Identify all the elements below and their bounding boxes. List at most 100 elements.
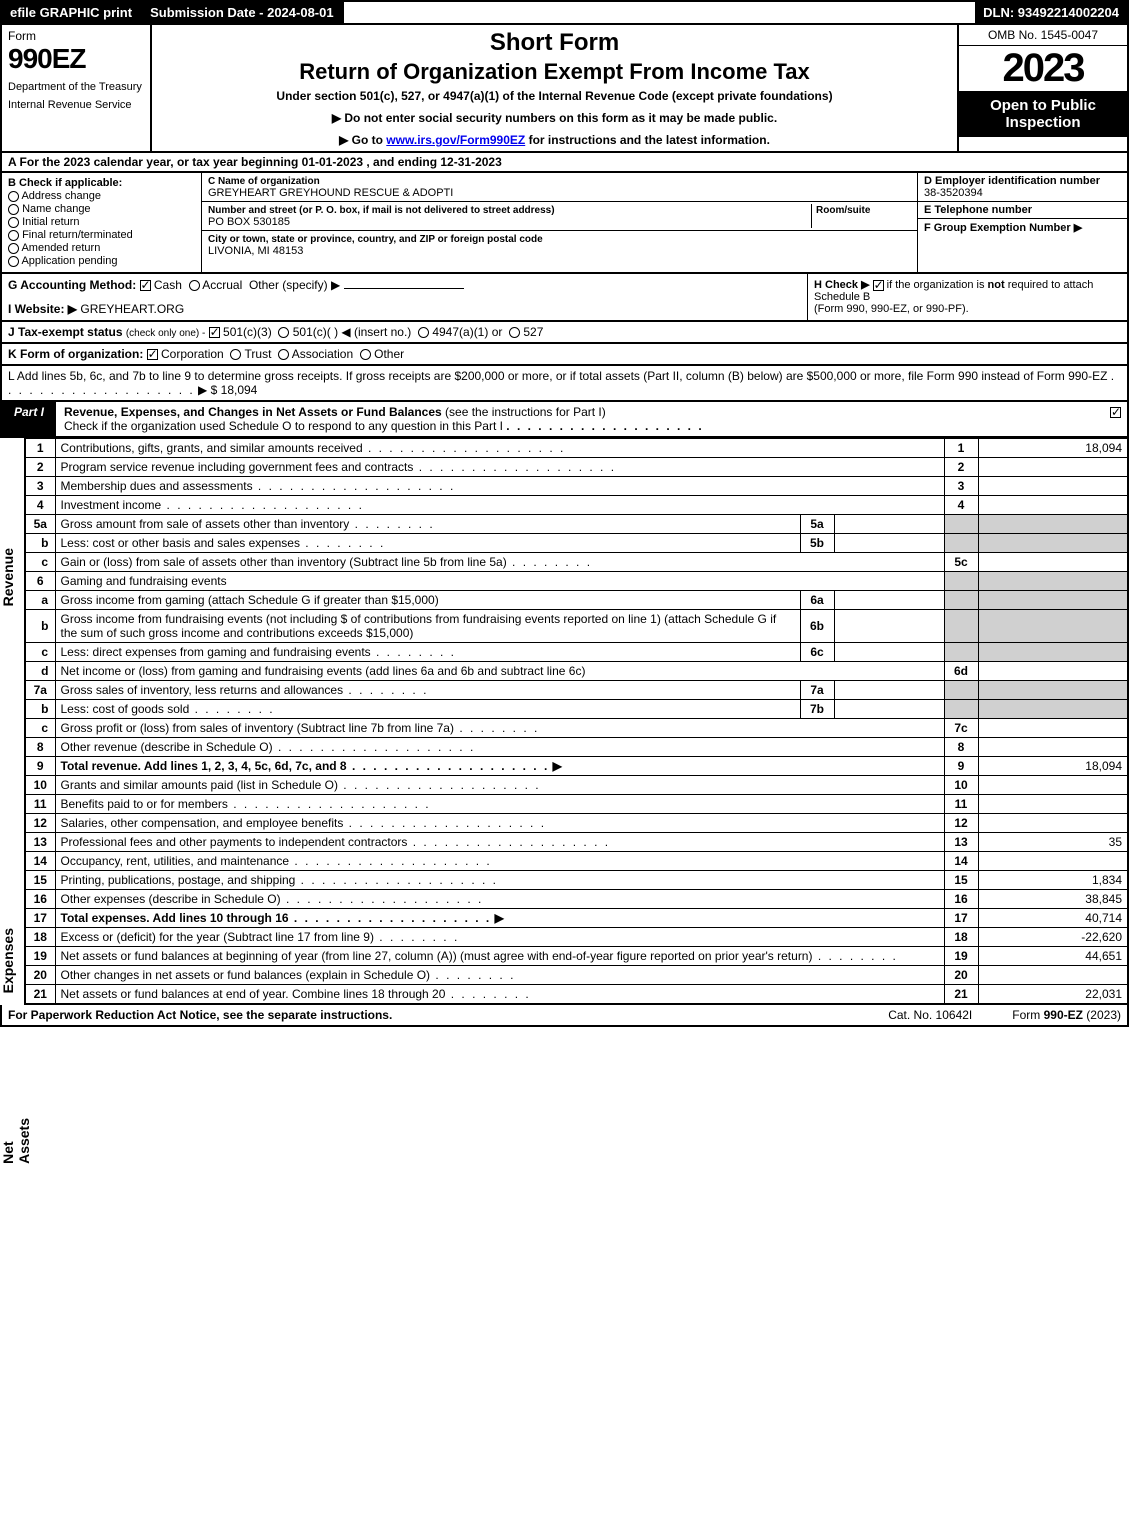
instruction-ssn: ▶ Do not enter social security numbers o… — [158, 111, 951, 125]
chk-527[interactable] — [509, 327, 520, 338]
chk-address-change[interactable]: Address change — [8, 190, 195, 202]
line-6a-mini-num: 6a — [800, 591, 834, 610]
line-20: 20Other changes in net assets or fund ba… — [25, 966, 1128, 985]
irs-link[interactable]: www.irs.gov/Form990EZ — [386, 133, 525, 147]
line-17: 17 Total expenses. Add lines 10 through 1… — [25, 909, 1128, 928]
line-6a-num: a — [25, 591, 55, 610]
line-7c: cGross profit or (loss) from sales of in… — [25, 719, 1128, 738]
line-7c-rval — [978, 719, 1128, 738]
line-6: 6Gaming and fundraising events — [25, 572, 1128, 591]
line-5c: cGain or (loss) from sale of assets othe… — [25, 553, 1128, 572]
k-label: K Form of organization: — [8, 347, 143, 361]
chk-accrual[interactable] — [189, 280, 200, 291]
line-2-rval — [978, 458, 1128, 477]
part1-dots — [506, 419, 703, 433]
line-4-desc: Investment income — [61, 498, 364, 512]
part1-schedule-o-check — [1104, 402, 1127, 436]
row-j: J Tax-exempt status (check only one) - 5… — [0, 322, 1129, 344]
side-labels: Revenue Expenses Net Assets — [0, 438, 24, 1005]
chk-association[interactable] — [278, 349, 289, 360]
chk-initial-return[interactable]: Initial return — [8, 216, 195, 228]
chk-amended-return-label: Amended return — [21, 242, 100, 254]
line-11: 11Benefits paid to or for members11 — [25, 795, 1128, 814]
chk-501c3[interactable] — [209, 327, 220, 338]
line-9-rval: 18,094 — [978, 757, 1128, 776]
city-row: City or town, state or province, country… — [202, 231, 917, 259]
chk-cash[interactable] — [140, 280, 151, 291]
line-13-rval: 35 — [978, 833, 1128, 852]
line-6b-shade2 — [978, 610, 1128, 643]
line-6d-desc: Net income or (loss) from gaming and fun… — [55, 662, 944, 681]
line-5b-mini-num: 5b — [800, 534, 834, 553]
line-13: 13Professional fees and other payments t… — [25, 833, 1128, 852]
chk-trust[interactable] — [230, 349, 241, 360]
chk-final-return[interactable]: Final return/terminated — [8, 229, 195, 241]
lines-table: 1Contributions, gifts, grants, and simil… — [24, 438, 1129, 1005]
line-6d: dNet income or (loss) from gaming and fu… — [25, 662, 1128, 681]
omb-number: OMB No. 1545-0047 — [959, 25, 1127, 46]
org-name: GREYHEART GREYHOUND RESCUE & ADOPTI — [208, 187, 453, 199]
chk-schedule-b[interactable] — [873, 280, 884, 291]
line-5a-shade — [944, 515, 978, 534]
part1-note: (see the instructions for Part I) — [445, 405, 606, 419]
chk-4947[interactable] — [418, 327, 429, 338]
g-label: G Accounting Method: — [8, 278, 136, 292]
line-15-rval: 1,834 — [978, 871, 1128, 890]
chk-name-change[interactable]: Name change — [8, 203, 195, 215]
chk-application-pending[interactable]: Application pending — [8, 255, 195, 267]
line-5a-desc: Gross amount from sale of assets other t… — [61, 517, 435, 531]
line-10-rnum: 10 — [944, 776, 978, 795]
side-revenue: Revenue — [0, 548, 16, 606]
line-6c-mini-val — [834, 643, 944, 662]
line-3: 3Membership dues and assessments3 — [25, 477, 1128, 496]
header-left: Form 990EZ Department of the Treasury In… — [2, 25, 152, 151]
line-12-num: 12 — [25, 814, 55, 833]
row-k: K Form of organization: Corporation Trus… — [0, 344, 1129, 366]
line-7c-rnum: 7c — [944, 719, 978, 738]
line-20-rval — [978, 966, 1128, 985]
line-14-rval — [978, 852, 1128, 871]
chk-501c[interactable] — [278, 327, 289, 338]
line-7a: 7aGross sales of inventory, less returns… — [25, 681, 1128, 700]
line-17-rval: 40,714 — [978, 909, 1128, 928]
line-1-desc: Contributions, gifts, grants, and simila… — [61, 441, 566, 455]
line-17-rnum: 17 — [944, 909, 978, 928]
line-12-desc: Salaries, other compensation, and employ… — [61, 816, 547, 830]
line-16-desc: Other expenses (describe in Schedule O) — [61, 892, 484, 906]
line-19-num: 19 — [25, 947, 55, 966]
line-17-desc: Total expenses. Add lines 10 through 16 — [61, 911, 492, 925]
line-13-desc: Professional fees and other payments to … — [61, 835, 611, 849]
line-4-rval — [978, 496, 1128, 515]
line-5b-shade — [944, 534, 978, 553]
chk-corporation[interactable] — [147, 349, 158, 360]
other-specify-input[interactable] — [344, 288, 464, 289]
side-netassets: Net Assets — [0, 1118, 32, 1164]
line-11-num: 11 — [25, 795, 55, 814]
line-9-rnum: 9 — [944, 757, 978, 776]
line-15-num: 15 — [25, 871, 55, 890]
line-6c-mini-num: 6c — [800, 643, 834, 662]
line-20-desc: Other changes in net assets or fund bala… — [61, 968, 516, 982]
line-5b-desc: Less: cost or other basis and sales expe… — [61, 536, 386, 550]
line-10: 10Grants and similar amounts paid (list … — [25, 776, 1128, 795]
l-value: 18,094 — [221, 383, 258, 397]
l-arrow: ▶ $ — [198, 383, 217, 397]
city-label: City or town, state or province, country… — [208, 234, 543, 245]
row-l: L Add lines 5b, 6c, and 7b to line 9 to … — [0, 366, 1129, 402]
line-15-desc: Printing, publications, postage, and shi… — [61, 873, 499, 887]
line-7b-num: b — [25, 700, 55, 719]
i-label: I Website: ▶ — [8, 302, 77, 316]
j-o4: 527 — [523, 325, 543, 339]
line-18-rval: -22,620 — [978, 928, 1128, 947]
chk-final-return-label: Final return/terminated — [22, 229, 133, 241]
chk-other-org[interactable] — [360, 349, 371, 360]
line-6-num: 6 — [25, 572, 55, 591]
lines-wrapper: Revenue Expenses Net Assets 1Contributio… — [0, 438, 1129, 1005]
footer-right: Form 990-EZ (2023) — [1012, 1008, 1121, 1022]
subtitle: Under section 501(c), 527, or 4947(a)(1)… — [158, 89, 951, 103]
line-6d-rval — [978, 662, 1128, 681]
chk-schedule-o[interactable] — [1110, 407, 1121, 418]
line-16-num: 16 — [25, 890, 55, 909]
chk-amended-return[interactable]: Amended return — [8, 242, 195, 254]
side-expenses: Expenses — [0, 928, 16, 993]
